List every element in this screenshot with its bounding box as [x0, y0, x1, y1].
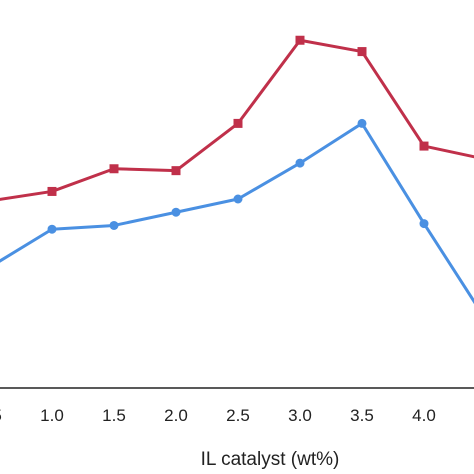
x-tick-labels: 0.51.01.52.02.53.03.54.04.5 [0, 406, 436, 425]
x-tick-label: 3.5 [350, 406, 374, 425]
x-axis-title: IL catalyst (wt%) [201, 449, 340, 470]
data-point [419, 141, 429, 151]
data-point [47, 224, 57, 234]
data-point [171, 207, 181, 217]
series-line [0, 121, 474, 305]
x-tick-label: 2.0 [164, 406, 188, 425]
x-tick-label: 3.0 [288, 406, 312, 425]
x-tick-label: 0.5 [0, 406, 2, 425]
data-point [295, 35, 305, 45]
x-tick-label: 1.5 [102, 406, 126, 425]
data-point [47, 186, 57, 196]
data-point [233, 194, 243, 204]
data-point [171, 166, 181, 176]
x-tick-label: 1.0 [40, 406, 64, 425]
x-tick-label: 2.5 [226, 406, 250, 425]
data-point [357, 47, 367, 57]
series-1 [0, 35, 474, 201]
data-point [109, 164, 119, 174]
data-point [109, 220, 119, 230]
data-point [295, 158, 305, 168]
data-point [357, 118, 367, 128]
series-2 [0, 118, 474, 305]
x-tick-label: 4.0 [412, 406, 436, 425]
data-point [233, 118, 243, 128]
data-point [419, 219, 429, 229]
series-layer [0, 35, 474, 305]
